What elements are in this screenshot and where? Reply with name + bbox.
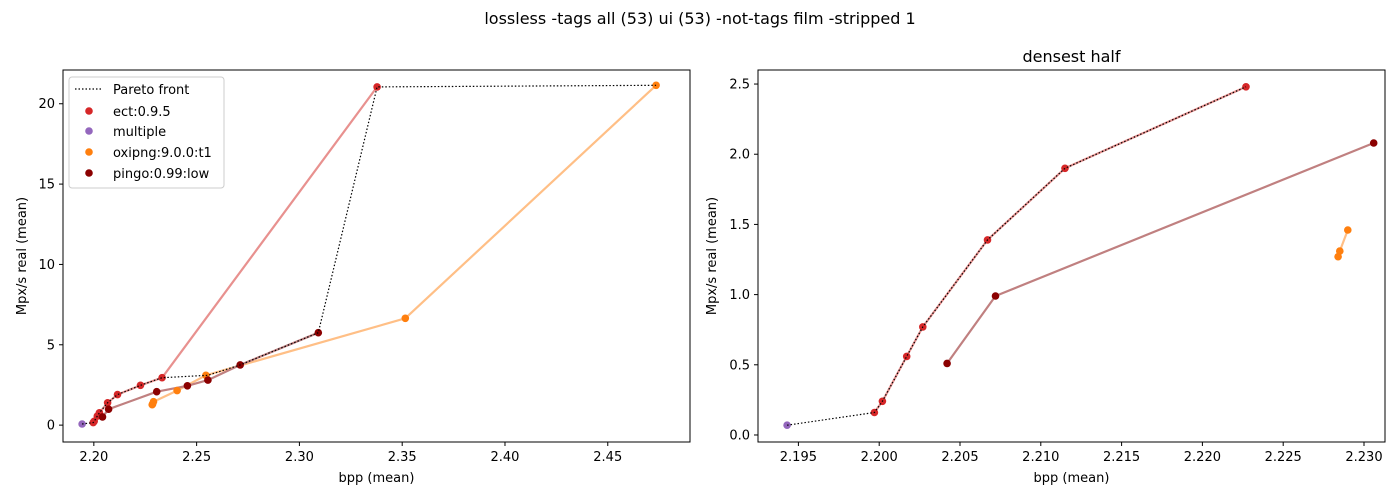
- legend-box: [68, 76, 225, 189]
- plot-right-frame: [757, 69, 1386, 443]
- plot-left-x-tick-label-5: 2.45: [593, 450, 622, 465]
- plot-left-point-3-0: [98, 413, 107, 421]
- plot-left-x-tick-label-2: 2.30: [285, 450, 314, 465]
- plot-right-y-tick-label-2: 1.0: [729, 288, 750, 303]
- plot-left-x-tick-label-4: 2.40: [491, 450, 520, 465]
- plot-right-y-tick-label-1: 0.5: [729, 358, 750, 373]
- figure-suptitle: lossless -tags all (53) ui (53) -not-tag…: [484, 9, 915, 28]
- legend-label-pingo: pingo:0.99:low: [113, 167, 210, 182]
- plot-right-y-tick-label-0: 0.0: [729, 428, 750, 443]
- legend-label-pareto-front: Pareto front: [113, 83, 189, 98]
- plot-right-x-tick-label-2: 2.205: [941, 450, 978, 465]
- plot-left-y-tick-label-2: 10: [38, 258, 55, 273]
- plot-left-point-0-6: [136, 381, 145, 390]
- plot-left-point-3-1: [104, 405, 113, 414]
- plot-right-pareto-front-line: [787, 86, 1247, 426]
- plot-right-y-tick-label-4: 2.0: [729, 148, 750, 163]
- plot-right-x-tick-label-3: 2.210: [1022, 450, 1059, 465]
- plot-right-x-tick-label-5: 2.220: [1184, 450, 1221, 465]
- plot-right-y-tick-label-3: 1.5: [729, 218, 750, 233]
- plot-right-y-axis-label: Mpx/s real (mean): [705, 197, 720, 315]
- legend-marker-ect: [85, 107, 93, 115]
- plot-right-x-axis-label: bpp (mean): [1034, 471, 1110, 486]
- legend-label-multiple: multiple: [113, 125, 166, 140]
- plot-right-y-tick-label-5: 2.5: [729, 78, 750, 93]
- plot-left-point-0-8: [373, 83, 381, 91]
- plot-right-point-3-1: [991, 292, 1000, 300]
- plot-left-point-3-6: [314, 328, 323, 337]
- plot-left-series-line-2: [151, 84, 657, 406]
- legend-marker-oxipng: [85, 148, 93, 156]
- plot-left-point-3-2: [152, 387, 161, 396]
- plot-right-x-tick-label-7: 2.230: [1345, 450, 1382, 465]
- plot-right-x-tick-label-0: 2.195: [780, 450, 817, 465]
- plot-right-title: densest half: [1022, 47, 1120, 66]
- plot-left-point-1-0: [78, 420, 86, 428]
- plot-left-y-tick-label-4: 20: [38, 97, 55, 112]
- plot-left-point-3-3: [183, 382, 192, 390]
- plot-right-point-3-2: [1369, 139, 1378, 147]
- plot-left: bpp (mean) Mpx/s real (mean) 2.20 2.25 2.3…: [15, 69, 691, 486]
- plot-right: densest half bpp (mean) Mpx/s real (mean…: [705, 47, 1386, 486]
- plot-right-point-3-0: [943, 359, 951, 368]
- plot-right-point-0-5: [1061, 164, 1069, 173]
- plot-left-x-tick-label-1: 2.25: [182, 450, 211, 465]
- plot-left-y-tick-label-1: 5: [47, 338, 55, 353]
- plot-right-series-line-3: [946, 141, 1375, 365]
- plot-left-x-tick-label-3: 2.35: [388, 450, 417, 465]
- plot-left-frame: [62, 69, 691, 443]
- plot-right-point-0-2: [902, 352, 911, 361]
- legend-marker-multiple: [85, 127, 93, 135]
- plot-left-y-tick-label-3: 15: [38, 178, 55, 193]
- plot-right-x-tick-label-1: 2.200: [861, 450, 898, 465]
- plot-left-pareto-front-line: [82, 84, 657, 425]
- plot-right-x-tick-label-6: 2.225: [1265, 450, 1302, 465]
- legend-marker-pingo: [85, 169, 93, 177]
- plot-left-point-2-3: [173, 386, 181, 395]
- plot-right-point-2-2: [1344, 226, 1352, 234]
- plot-left-y-tick-label-0: 0: [47, 419, 55, 434]
- plot-right-point-2-1: [1336, 247, 1344, 255]
- plot-left-x-tick-label-0: 2.20: [79, 450, 108, 465]
- plot-left-point-0-7: [158, 373, 166, 382]
- legend-label-ect: ect:0.9.5: [113, 105, 171, 120]
- plot-left-point-2-5: [401, 314, 410, 323]
- plot-left-x-axis-label: bpp (mean): [339, 471, 415, 486]
- plot-right-series-line-0: [873, 85, 1247, 414]
- legend: Pareto front ect:0.9.5 multiple oxipng:9…: [68, 76, 225, 189]
- plot-left-point-3-4: [204, 376, 212, 384]
- plot-left-point-2-2: [149, 397, 158, 406]
- plot-left-y-axis-label: Mpx/s real (mean): [15, 197, 30, 315]
- plot-left-point-0-5: [113, 390, 122, 399]
- plot-right-x-tick-label-4: 2.215: [1103, 450, 1140, 465]
- legend-label-oxipng: oxipng:9.0.0:t1: [113, 146, 212, 161]
